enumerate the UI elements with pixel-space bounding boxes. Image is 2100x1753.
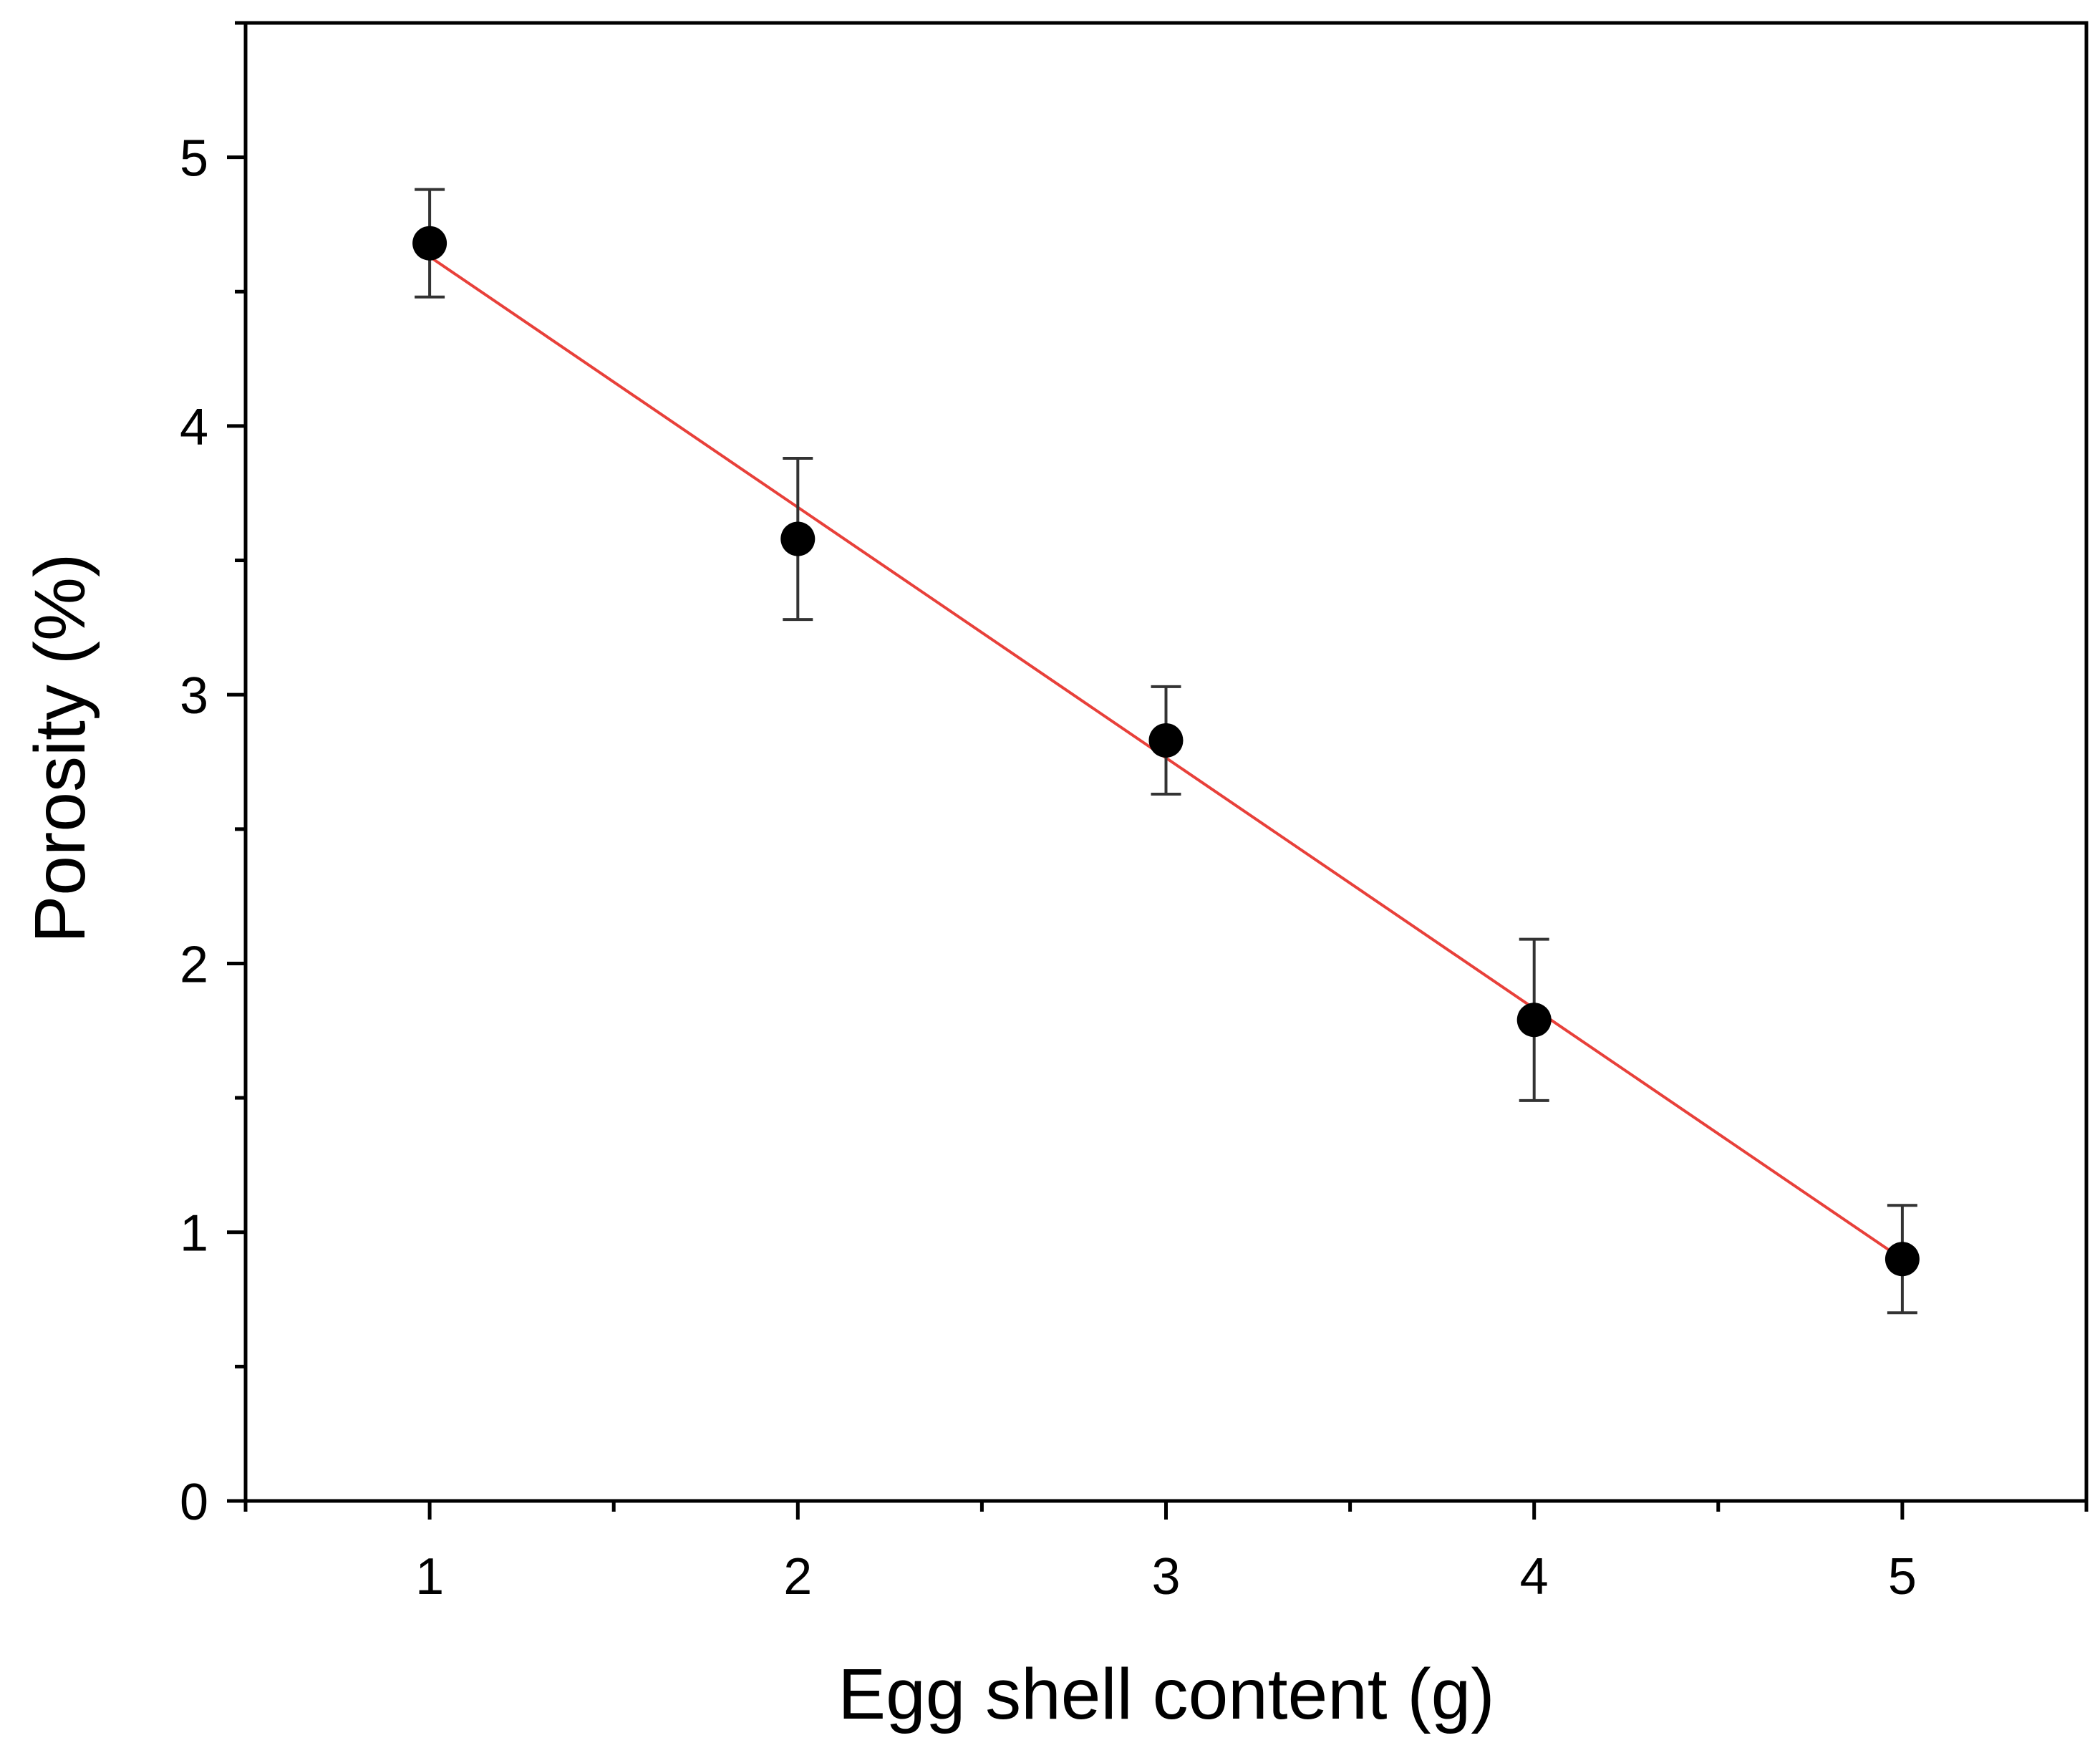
data-point xyxy=(412,226,447,261)
x-tick-label: 4 xyxy=(1520,1548,1549,1605)
y-tick-label: 3 xyxy=(180,667,208,725)
y-tick-label: 2 xyxy=(180,936,208,993)
y-tick-label: 4 xyxy=(180,399,208,456)
y-tick-label: 0 xyxy=(180,1474,208,1531)
data-point xyxy=(1516,1003,1552,1038)
x-tick-label: 3 xyxy=(1151,1548,1180,1605)
x-axis-title: Egg shell content (g) xyxy=(838,1654,1494,1734)
minor-ticks xyxy=(235,21,2089,1512)
x-tick-label: 2 xyxy=(783,1548,812,1605)
data-point xyxy=(1884,1242,1920,1277)
data-point xyxy=(1148,723,1184,758)
major-ticks xyxy=(227,155,1905,1520)
x-tick-labels: 1 2 3 4 5 xyxy=(415,1548,1917,1605)
data-point xyxy=(780,521,816,556)
data-points xyxy=(412,226,1920,1277)
y-axis-title: Porosity (%) xyxy=(20,554,100,944)
x-tick-label: 5 xyxy=(1888,1548,1917,1605)
y-tick-label: 1 xyxy=(180,1205,208,1262)
y-tick-label: 5 xyxy=(180,130,208,188)
x-tick-label: 1 xyxy=(415,1548,444,1605)
y-tick-labels: 0 1 2 3 4 5 xyxy=(180,130,208,1531)
